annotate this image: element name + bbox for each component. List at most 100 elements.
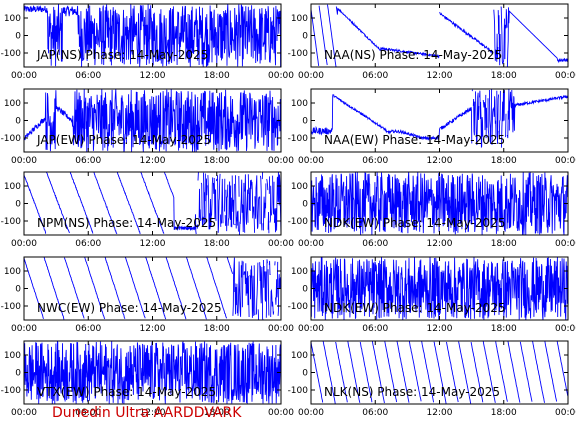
x-tick-label: 18:00: [491, 324, 517, 334]
y-tick-label: -100: [288, 217, 309, 227]
x-tick-label: 00:00: [268, 239, 294, 249]
x-tick-label: 12:00: [140, 324, 166, 334]
x-tick-label: 06:00: [362, 408, 388, 418]
panel-naa-ns: 1000-10000:0006:0012:0018:0000:00NAA(NS)…: [288, 3, 576, 81]
x-tick-label: 12:00: [140, 239, 166, 249]
x-tick-label: 06:00: [362, 156, 388, 166]
y-tick-label: -100: [1, 217, 22, 227]
panel-title-jap-ew: JAP(EW) Phase: 14-May-2025: [36, 133, 211, 147]
x-tick-label: 12:00: [140, 408, 166, 418]
phase-trace-npm-ns: [24, 172, 281, 235]
y-tick-label: 0: [302, 369, 308, 379]
y-tick-label: -100: [288, 49, 309, 59]
x-tick-label: 06:00: [75, 71, 101, 81]
panel-title-ndk-ew-2: NDK(EW) Phase: 14-May-2025: [324, 301, 505, 315]
panel-title-jap-ns: JAP(NS) Phase: 14-May-2025: [36, 48, 208, 62]
x-tick-label: 00:00: [268, 156, 294, 166]
footer-label: Dunedin Ultra AARDDVARK: [52, 405, 242, 421]
panel-ndk-ew-1: 1000-10000:0006:0012:0018:0000:00NDK(EW)…: [288, 171, 576, 249]
x-tick-label: 00:00: [11, 71, 37, 81]
x-tick-label: 18:00: [204, 156, 230, 166]
x-tick-label: 18:00: [491, 71, 517, 81]
x-tick-label: 00:00: [555, 239, 576, 249]
x-tick-label: 00:00: [11, 239, 37, 249]
y-tick-label: 0: [302, 285, 308, 295]
x-tick-label: 06:00: [362, 239, 388, 249]
x-tick-label: 00:00: [268, 408, 294, 418]
x-tick-label: 00:00: [555, 71, 576, 81]
x-tick-label: 00:00: [11, 408, 37, 418]
x-tick-label: 06:00: [362, 324, 388, 334]
phase-trace-nlk-ns: [311, 341, 568, 404]
x-tick-label: 00:00: [555, 324, 576, 334]
panel-title-ndk-ew-1: NDK(EW) Phase: 14-May-2025: [324, 216, 505, 230]
x-tick-label: 00:00: [11, 156, 37, 166]
panel-title-nwc-ew: NWC(EW) Phase: 14-May-2025: [37, 301, 222, 315]
y-tick-label: 100: [4, 14, 21, 24]
x-tick-label: 18:00: [204, 71, 230, 81]
phase-trace-naa-ew: [311, 89, 568, 149]
panel-title-naa-ew: NAA(EW) Phase: 14-May-2025: [324, 133, 505, 147]
x-tick-label: 12:00: [427, 71, 453, 81]
y-tick-label: 0: [302, 32, 308, 42]
x-tick-label: 00:00: [298, 408, 324, 418]
x-tick-label: 18:00: [204, 239, 230, 249]
x-tick-label: 18:00: [491, 239, 517, 249]
x-tick-label: 06:00: [75, 324, 101, 334]
y-tick-label: 100: [4, 182, 21, 192]
panel-title-nlk-ns: NLK(NS) Phase: 14-May-2025: [324, 385, 500, 399]
x-tick-label: 12:00: [427, 156, 453, 166]
x-tick-label: 00:00: [11, 324, 37, 334]
x-tick-label: 00:00: [298, 71, 324, 81]
x-tick-label: 00:00: [268, 71, 294, 81]
phase-trace-ndk-ew-1: [311, 172, 568, 235]
x-tick-label: 00:00: [555, 408, 576, 418]
y-tick-label: 100: [291, 351, 308, 361]
y-tick-label: 0: [15, 32, 21, 42]
panel-title-vtx-ew: VTX(EW) Phase: 14-May-2025: [37, 385, 216, 399]
x-tick-label: 18:00: [204, 408, 230, 418]
y-tick-label: 100: [4, 99, 21, 109]
x-tick-label: 00:00: [298, 239, 324, 249]
x-tick-label: 00:00: [555, 156, 576, 166]
x-tick-label: 18:00: [491, 156, 517, 166]
y-tick-label: -100: [1, 302, 22, 312]
x-tick-label: 12:00: [427, 324, 453, 334]
y-tick-label: 100: [291, 14, 308, 24]
panel-naa-ew: 1000-10000:0006:0012:0018:0000:00NAA(EW)…: [288, 88, 576, 166]
y-tick-label: -100: [1, 134, 22, 144]
x-tick-label: 18:00: [491, 408, 517, 418]
y-tick-label: 100: [291, 267, 308, 277]
x-tick-label: 12:00: [427, 239, 453, 249]
y-tick-label: -100: [288, 134, 309, 144]
x-tick-label: 06:00: [362, 71, 388, 81]
phase-trace-naa-ns: [311, 4, 568, 67]
phase-trace-ndk-ew-2: [311, 257, 568, 320]
panel-title-npm-ns: NPM(NS) Phase: 14-May-2025: [37, 216, 216, 230]
phase-trace-vtx-ew: [24, 341, 281, 404]
panel-title-naa-ns: NAA(NS) Phase: 14-May-2025: [324, 48, 502, 62]
y-tick-label: 0: [15, 200, 21, 210]
x-tick-label: 12:00: [140, 156, 166, 166]
y-tick-label: 100: [4, 267, 21, 277]
x-tick-label: 00:00: [298, 324, 324, 334]
y-tick-label: 0: [15, 117, 21, 127]
phase-trace-jap-ew: [24, 89, 281, 152]
y-tick-label: 0: [302, 117, 308, 127]
x-tick-label: 12:00: [427, 408, 453, 418]
y-tick-label: -100: [288, 386, 309, 396]
y-tick-label: 0: [15, 285, 21, 295]
panel-nlk-ns: 1000-10000:0006:0012:0018:0000:00NLK(NS)…: [288, 340, 576, 418]
phase-trace-nwc-ew: [24, 257, 281, 320]
y-tick-label: 100: [291, 182, 308, 192]
x-tick-label: 00:00: [268, 324, 294, 334]
y-tick-label: -100: [288, 302, 309, 312]
panel-jap-ns: 100 0 -100 00:00 06:00 12:00 18:00 00:00 JAP(NS)…: [1, 3, 294, 81]
y-tick-label: 100: [4, 351, 21, 361]
phase-trace-jap-ns: [24, 4, 281, 67]
y-tick-label: -100: [1, 386, 22, 396]
panel-jap-ew: 100 0 -100 00:00 06:00 12:00 18:00 00:00 JAP(EW)…: [1, 88, 294, 166]
y-tick-label: 100: [291, 99, 308, 109]
